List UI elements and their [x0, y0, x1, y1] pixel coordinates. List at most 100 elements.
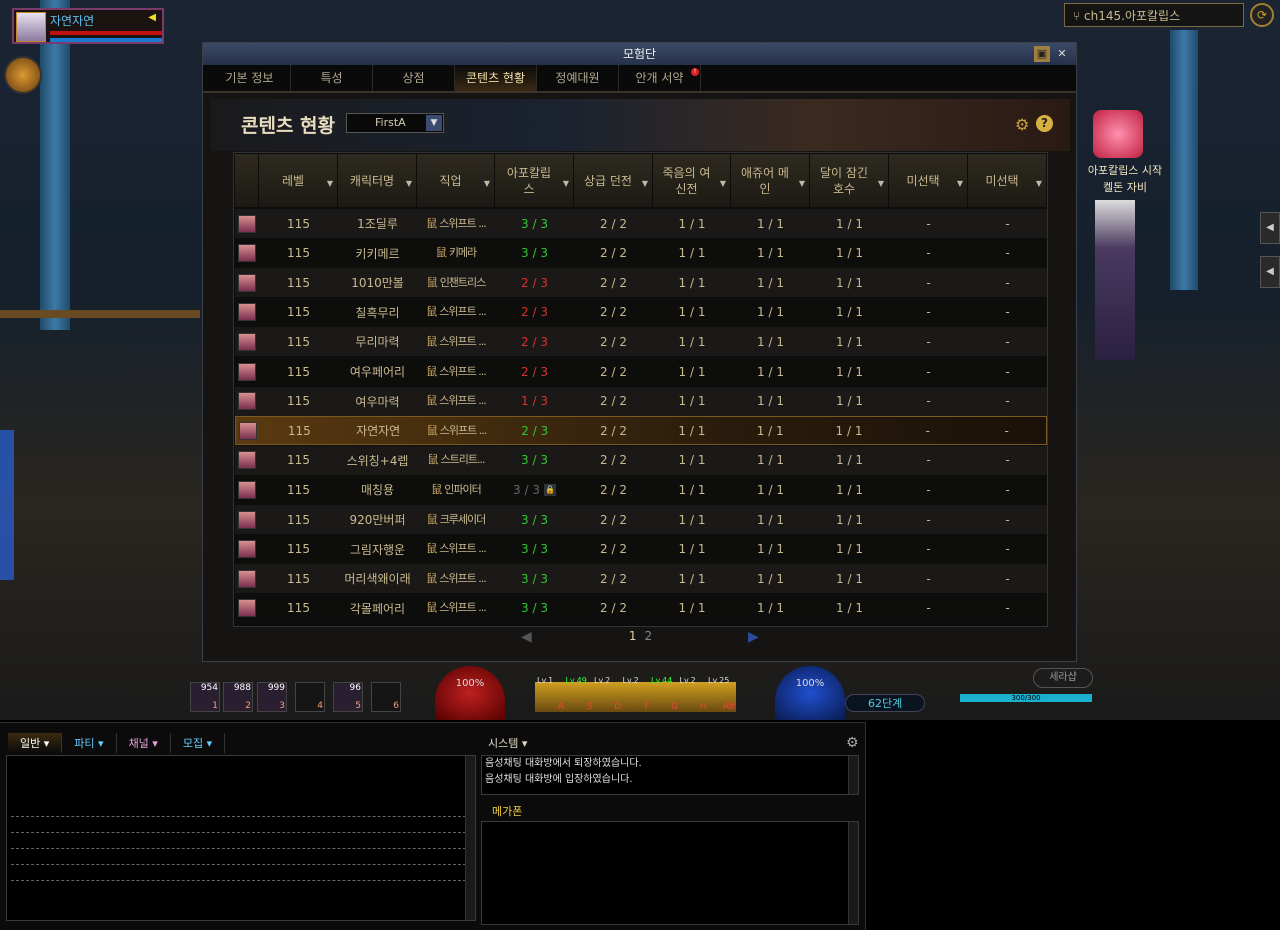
column-header[interactable]: 레벨 ▼: [259, 154, 338, 207]
column-header[interactable]: 달이 잠긴 호수 ▼: [810, 154, 889, 207]
table-row[interactable]: 115 그림자행운 鼠 스위프트 ... 3 / 3 2 / 2 1 / 1 1 / 1 1 /…: [235, 534, 1047, 564]
tab-4[interactable]: 정예대원: [537, 65, 619, 91]
tab-1[interactable]: 특성: [291, 65, 373, 91]
help-icon[interactable]: ?: [1036, 115, 1053, 132]
prev-page-icon[interactable]: ◀: [521, 629, 532, 645]
quickslot-6[interactable]: 6: [371, 682, 401, 712]
tab-2[interactable]: 상점: [373, 65, 455, 91]
megaphone-chat-log[interactable]: [481, 821, 859, 925]
skill-slot-Alt[interactable]: Lv.25 Alt: [706, 676, 736, 712]
player-name: 자연자연: [50, 14, 95, 28]
job-label: 스위프트 ...: [439, 571, 486, 585]
general-chat-log[interactable]: [6, 755, 476, 921]
page-1[interactable]: 1: [628, 629, 637, 643]
sort-arrow-icon[interactable]: ▼: [483, 179, 490, 188]
apocalypse-count: 2 / 3: [521, 305, 548, 320]
level-cell: 115: [287, 571, 310, 586]
chat-tab-3[interactable]: 모집 ▾: [171, 733, 226, 753]
lock-medal-icon[interactable]: [4, 56, 42, 94]
stage-badge[interactable]: 62단계: [845, 694, 925, 712]
table-row[interactable]: 115 머리색왜이래 鼠 스위프트 ... 3 / 3 2 / 2 1 / 1 1 / 1 1 …: [235, 564, 1047, 594]
channel-button[interactable]: ⟳: [1250, 3, 1274, 27]
character-filter-dropdown[interactable]: FirstA ▼: [346, 113, 444, 133]
chat-settings-gear-icon[interactable]: ⚙: [846, 735, 859, 751]
skill-slot-D[interactable]: Lv.2 D: [592, 676, 622, 712]
chat-tab-2[interactable]: 채널 ▾: [117, 733, 171, 753]
column-header[interactable]: 캐릭터명 ▼: [338, 154, 417, 207]
table-row[interactable]: 115 키키메르 鼠 키메라 3 / 3 2 / 2 1 / 1 1 / 1 1 / 1 - -: [235, 238, 1047, 268]
table-row[interactable]: 115 여우페어리 鼠 스위프트 ... 2 / 3 2 / 2 1 / 1 1 / 1 1 /…: [235, 357, 1047, 386]
scrollbar[interactable]: [848, 756, 858, 794]
table-row[interactable]: 115 무리마력 鼠 스위프트 ... 2 / 3 2 / 2 1 / 1 1 / 1 1 / …: [235, 327, 1047, 357]
tab-0[interactable]: 기본 정보: [209, 65, 291, 91]
sort-arrow-icon[interactable]: ▼: [798, 179, 805, 188]
skill-slot-F[interactable]: Lv.2 F: [620, 676, 651, 712]
skill-slot-G[interactable]: Lv.44 G: [649, 676, 679, 712]
tab-3[interactable]: 콘텐츠 현황: [455, 65, 537, 91]
player-avatar[interactable]: [16, 12, 46, 42]
sort-arrow-icon[interactable]: ▼: [405, 179, 412, 188]
megaphone-tab[interactable]: 메가폰: [492, 805, 523, 818]
quickslot-5[interactable]: 96 5: [333, 682, 363, 712]
side-arrow-button[interactable]: ◀: [1260, 212, 1280, 244]
skill-slot-S[interactable]: Lv.49 S: [563, 676, 594, 712]
player-status[interactable]: 자연자연 ◀: [12, 8, 164, 44]
sera-shop-button[interactable]: 세라샵: [1033, 668, 1093, 688]
sort-arrow-icon[interactable]: ▼: [562, 179, 569, 188]
table-row[interactable]: 115 920만버퍼 鼠 크루세이더 3 / 3 2 / 2 1 / 1 1 / 1 1 / 1…: [235, 505, 1047, 534]
column-header[interactable]: 미선택 ▼: [889, 154, 968, 207]
sort-arrow-icon[interactable]: ▼: [877, 179, 884, 188]
sort-arrow-icon[interactable]: ▼: [956, 179, 963, 188]
column-header[interactable]: 상급 던전 ▼: [574, 154, 653, 207]
apocalypse-event-icon[interactable]: [1093, 110, 1143, 158]
content-cell: 1 / 1: [836, 275, 863, 290]
scrollbar[interactable]: [465, 756, 475, 920]
chevron-down-icon[interactable]: ▼: [426, 115, 442, 131]
gear-icon[interactable]: ⚙: [1015, 115, 1030, 134]
system-chat-log[interactable]: 음성채팅 대화방에서 퇴장하였습니다. 음성채팅 대화방에 입장하였습니다.: [481, 755, 859, 795]
sort-arrow-icon[interactable]: ▼: [326, 179, 333, 188]
character-portrait: [238, 599, 256, 618]
table-row[interactable]: 115 자연자연 鼠 스위프트 ... 2 / 3 2 / 2 1 / 1 1 / 1 1 / …: [235, 416, 1047, 446]
quickslot-4[interactable]: 4: [295, 682, 325, 712]
column-header[interactable]: 애쥬어 메인 ▼: [731, 154, 810, 207]
chat-tab-0[interactable]: 일반 ▾: [8, 733, 63, 753]
window-titlebar[interactable]: 모험단 ▣ ✕: [203, 43, 1076, 65]
quickslot-2[interactable]: 988 2: [223, 682, 253, 712]
table-row[interactable]: 115 각몰페어리 鼠 스위프트 ... 3 / 3 2 / 2 1 / 1 1 / 1 1 /…: [235, 593, 1047, 623]
pin-icon[interactable]: ▣: [1034, 46, 1050, 62]
channel-display[interactable]: ⑂ ch145.아포칼립스: [1064, 3, 1244, 27]
column-header[interactable]: 아포칼립스 ▼: [495, 154, 574, 207]
tab-5[interactable]: 안개 서약!: [619, 65, 701, 91]
character-name-cell: 여우페어리: [349, 365, 406, 379]
close-icon[interactable]: ✕: [1057, 47, 1067, 60]
sort-arrow-icon[interactable]: ▼: [641, 179, 648, 188]
table-row[interactable]: 115 1010만볼 鼠 인챈트리스 2 / 3 2 / 2 1 / 1 1 / 1 1 / 1…: [235, 268, 1047, 298]
sort-arrow-icon[interactable]: ▼: [1035, 179, 1042, 188]
skill-slot-H[interactable]: Lv.2 H: [677, 676, 708, 712]
side-arrow-button[interactable]: ◀: [1260, 256, 1280, 288]
quickslot-3[interactable]: 999 3: [257, 682, 287, 712]
column-header-label: 직업: [439, 173, 462, 188]
table-row[interactable]: 115 칠흑무리 鼠 스위프트 ... 2 / 3 2 / 2 1 / 1 1 / 1 1 / …: [235, 297, 1047, 327]
content-cell: 1 / 1: [678, 542, 706, 557]
table-row[interactable]: 115 스위칭+4렙 鼠 스트리트... 3 / 3 2 / 2 1 / 1 1 / 1 1 /…: [235, 445, 1047, 475]
column-header[interactable]: 미선택 ▼: [968, 154, 1047, 207]
scrollbar[interactable]: [848, 822, 858, 924]
quickslot-1[interactable]: 954 1: [190, 682, 220, 712]
table-row[interactable]: 115 1조딜루 鼠 스위프트 ... 3 / 3 2 / 2 1 / 1 1 / 1 1 / …: [235, 209, 1047, 238]
chat-tab-1[interactable]: 파티 ▾: [62, 733, 117, 753]
table-row[interactable]: 115 여우마력 鼠 스위프트 ... 1 / 3 2 / 2 1 / 1 1 / 1 1 / …: [235, 386, 1047, 416]
sort-arrow-icon[interactable]: ▼: [719, 179, 726, 188]
portrait-cell: [235, 239, 259, 268]
next-page-icon[interactable]: ▶: [748, 629, 759, 645]
speaker-icon[interactable]: ◀: [148, 12, 156, 23]
column-header[interactable]: 죽음의 여신전 ▼: [653, 154, 731, 207]
npc-character[interactable]: [1095, 200, 1135, 360]
column-header[interactable]: 직업 ▼: [417, 154, 495, 207]
npc-label[interactable]: 아포칼립스 시작 켈돈 자비: [1080, 162, 1170, 196]
page-2[interactable]: 2: [644, 629, 653, 643]
system-tab[interactable]: 시스템 ▾: [488, 737, 528, 750]
skill-slot-A[interactable]: Lv.1 A: [535, 676, 565, 712]
